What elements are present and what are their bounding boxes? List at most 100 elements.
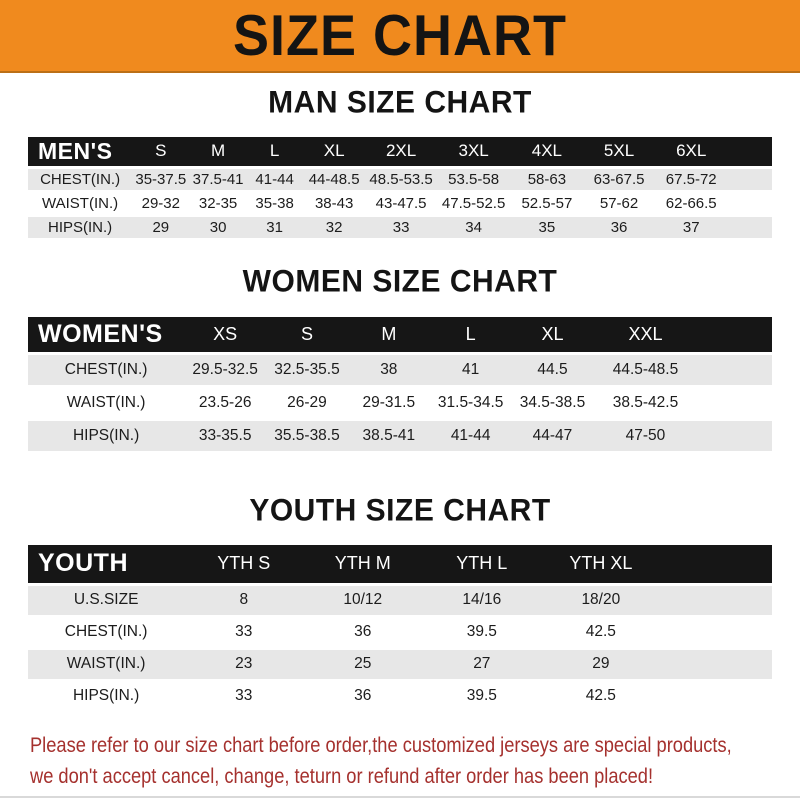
- size-value-cell: 33: [184, 616, 304, 650]
- size-value-cell: 8: [184, 584, 304, 618]
- size-header-row: MEN'S S M L XL 2XL 3XL 4XL 5XL 6XL: [28, 137, 772, 169]
- size-value-cell: 34: [436, 215, 511, 241]
- row-spacer-cell: [697, 353, 772, 388]
- size-value-cell: 41-44: [246, 167, 303, 193]
- size-column-header: S: [266, 316, 348, 355]
- table-row: HIPS(IN.) 33 36 39.5 42.5: [28, 680, 772, 714]
- men-section-title: MAN SIZE CHART: [268, 85, 532, 120]
- row-spacer-cell: [660, 648, 772, 682]
- size-value-cell: 41-44: [429, 419, 512, 454]
- row-spacer-cell: [727, 191, 772, 217]
- size-value-cell: 33: [184, 680, 304, 714]
- size-value-cell: 36: [303, 616, 423, 650]
- size-value-cell: 44-47: [511, 419, 594, 454]
- size-value-cell: 35-38: [246, 191, 303, 217]
- row-spacer-cell: [727, 167, 772, 193]
- size-value-cell: 39.5: [422, 616, 542, 650]
- size-value-cell: 29-32: [132, 191, 190, 217]
- size-chart-banner: SIZE CHART: [0, 0, 800, 73]
- header-spacer-cell: [697, 316, 772, 355]
- size-value-cell: 42.5: [541, 616, 661, 650]
- size-value-cell: 33: [365, 215, 437, 241]
- table-row: WAIST(IN.) 29-32 32-35 35-38 38-43 43-47.5 47.…: [28, 191, 772, 217]
- banner-title: SIZE CHART: [233, 3, 567, 68]
- size-value-cell: 67.5-72: [655, 167, 728, 193]
- row-spacer-cell: [660, 584, 772, 618]
- row-label: HIPS(IN.): [28, 215, 133, 241]
- size-value-cell: 38: [347, 353, 430, 388]
- size-value-cell: 35: [510, 215, 583, 241]
- size-value-cell: 39.5: [422, 680, 542, 714]
- size-value-cell: 29: [132, 215, 190, 241]
- table-row: U.S.SIZE 8 10/12 14/16 18/20: [28, 584, 772, 618]
- size-value-cell: 10/12: [303, 584, 423, 618]
- row-label: CHEST(IN.): [28, 616, 185, 650]
- row-label: CHEST(IN.): [28, 353, 185, 388]
- size-value-cell: 53.5-58: [436, 167, 511, 193]
- size-value-cell: 37.5-41: [189, 167, 247, 193]
- size-value-cell: 58-63: [510, 167, 583, 193]
- row-label: HIPS(IN.): [28, 419, 185, 454]
- table-row: CHEST(IN.) 35-37.5 37.5-41 41-44 44-48.5 48.5…: [28, 167, 772, 193]
- row-spacer-cell: [697, 386, 772, 421]
- size-value-cell: 32-35: [189, 191, 247, 217]
- size-column-header: M: [189, 137, 247, 169]
- size-value-cell: 63-67.5: [582, 167, 656, 193]
- size-value-cell: 29: [541, 648, 661, 682]
- row-spacer-cell: [660, 616, 772, 650]
- size-value-cell: 37: [655, 215, 728, 241]
- size-value-cell: 32: [302, 215, 366, 241]
- youth-section-title: YOUTH SIZE CHART: [249, 493, 551, 528]
- size-value-cell: 27: [422, 648, 542, 682]
- table-corner-label: WOMEN'S: [28, 316, 185, 355]
- size-header-row: WOMEN'S XS S M L XL XXL: [28, 316, 772, 355]
- youth-size-table: YOUTH YTH S YTH M YTH L YTH XL U.S.SIZE 8 10/12…: [28, 545, 772, 714]
- size-value-cell: 30: [189, 215, 247, 241]
- order-notice-line-2: we don't accept cancel, change, teturn o…: [30, 764, 654, 788]
- order-notice-line-1: Please refer to our size chart before or…: [30, 733, 732, 757]
- size-column-header: XL: [302, 137, 366, 169]
- table-row: CHEST(IN.) 29.5-32.5 32.5-35.5 38 41 44.5 44.5…: [28, 353, 772, 388]
- size-value-cell: 34.5-38.5: [511, 386, 594, 421]
- row-label: WAIST(IN.): [28, 648, 185, 682]
- size-value-cell: 33-35.5: [184, 419, 267, 454]
- size-column-header: YTH S: [184, 545, 304, 586]
- size-value-cell: 18/20: [541, 584, 661, 618]
- size-value-cell: 14/16: [422, 584, 542, 618]
- size-value-cell: 26-29: [266, 386, 348, 421]
- table-row: CHEST(IN.) 33 36 39.5 42.5: [28, 616, 772, 650]
- size-value-cell: 47.5-52.5: [436, 191, 511, 217]
- size-value-cell: 31: [246, 215, 303, 241]
- size-column-header: 6XL: [655, 137, 728, 169]
- row-spacer-cell: [697, 419, 772, 454]
- women-size-table: WOMEN'S XS S M L XL XXL CHEST(IN.) 29.5-32.5 32.5…: [28, 316, 772, 454]
- row-spacer-cell: [727, 215, 772, 241]
- table-corner-label: MEN'S: [28, 137, 133, 169]
- header-spacer-cell: [727, 137, 772, 169]
- size-value-cell: 57-62: [582, 191, 656, 217]
- size-value-cell: 43-47.5: [365, 191, 437, 217]
- size-value-cell: 36: [582, 215, 656, 241]
- size-value-cell: 25: [303, 648, 423, 682]
- size-column-header: L: [429, 316, 512, 355]
- size-column-header: YTH XL: [541, 545, 661, 586]
- size-column-header: M: [347, 316, 430, 355]
- men-size-chart-section: MAN SIZE CHART MEN'S S M L XL 2XL 3XL 4XL 5XL 6XL…: [0, 85, 800, 241]
- size-column-header: 3XL: [436, 137, 511, 169]
- row-label: WAIST(IN.): [28, 191, 133, 217]
- bottom-divider: [0, 795, 800, 798]
- order-notice: Please refer to our size chart before or…: [30, 730, 800, 792]
- size-column-header: 5XL: [582, 137, 656, 169]
- table-row: WAIST(IN.) 23 25 27 29: [28, 648, 772, 682]
- table-row: HIPS(IN.) 29 30 31 32 33 34 35 36 37: [28, 215, 772, 241]
- women-size-chart-section: WOMEN SIZE CHART WOMEN'S XS S M L XL XXL CHEST(…: [0, 265, 800, 454]
- row-label: HIPS(IN.): [28, 680, 185, 714]
- size-column-header: 4XL: [510, 137, 583, 169]
- row-label: CHEST(IN.): [28, 167, 133, 193]
- size-value-cell: 48.5-53.5: [365, 167, 437, 193]
- youth-size-chart-section: YOUTH SIZE CHART YOUTH YTH S YTH M YTH L YTH…: [0, 493, 800, 714]
- men-size-table: MEN'S S M L XL 2XL 3XL 4XL 5XL 6XL CHEST(IN.) 35-37…: [28, 137, 772, 241]
- row-label: WAIST(IN.): [28, 386, 185, 421]
- size-column-header: YTH L: [422, 545, 542, 586]
- size-column-header: XS: [184, 316, 267, 355]
